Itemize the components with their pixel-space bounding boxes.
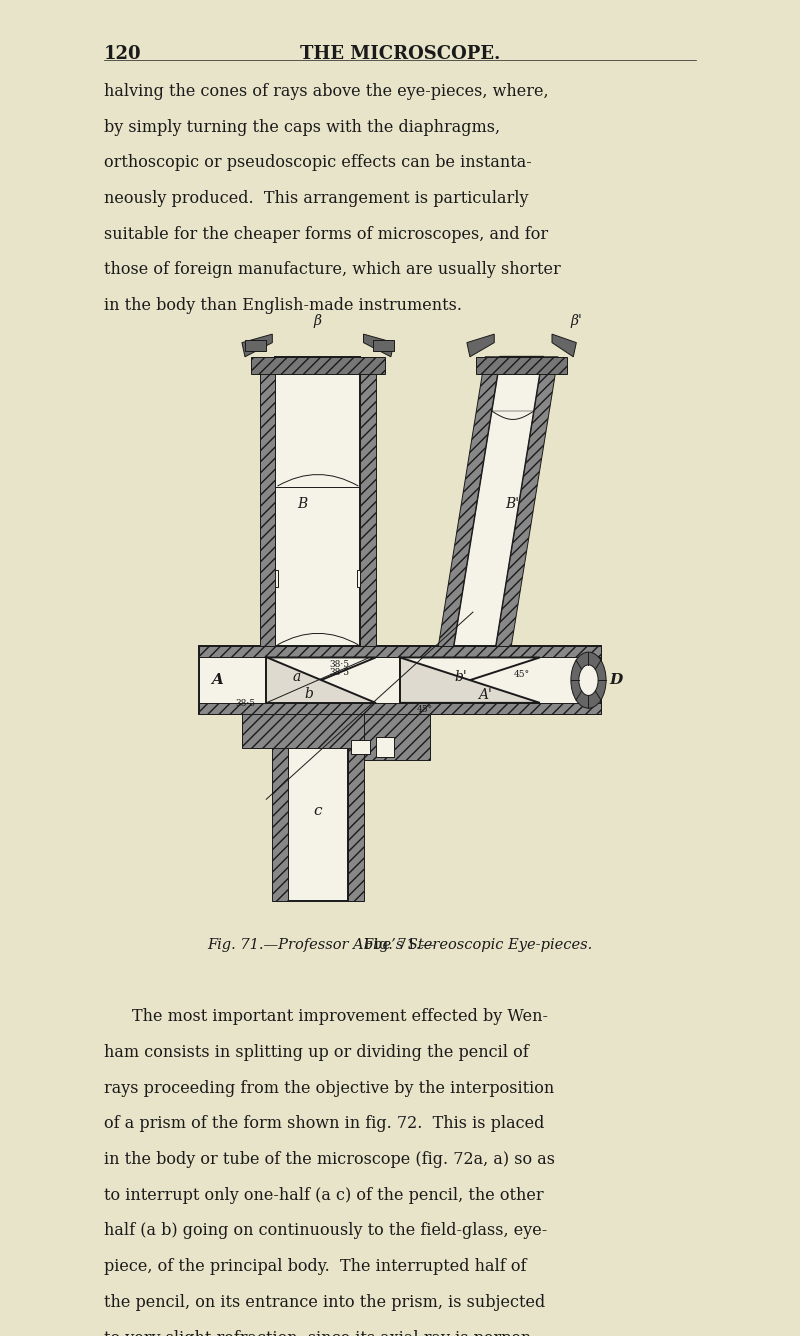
Text: 38·5: 38·5 [235, 700, 255, 708]
Text: c: c [314, 804, 322, 818]
Polygon shape [260, 357, 275, 657]
Text: orthoscopic or pseudoscopic effects can be instanta-: orthoscopic or pseudoscopic effects can … [104, 154, 532, 171]
Text: neously produced.  This arrangement is particularly: neously produced. This arrangement is pa… [104, 190, 529, 207]
Polygon shape [452, 357, 543, 657]
Polygon shape [363, 334, 394, 357]
Text: 45°: 45° [416, 705, 432, 715]
Text: a: a [293, 671, 301, 684]
Polygon shape [552, 334, 576, 357]
Text: rays proceeding from the objective by the interposition: rays proceeding from the objective by th… [104, 1079, 554, 1097]
Polygon shape [348, 715, 363, 902]
Polygon shape [266, 657, 376, 703]
Text: The most important improvement effected by Wen-: The most important improvement effected … [132, 1009, 548, 1025]
Text: half (a b) going on continuously to the field-glass, eye-: half (a b) going on continuously to the … [104, 1222, 547, 1240]
Bar [358, 569, 361, 587]
Polygon shape [363, 715, 430, 760]
Polygon shape [494, 357, 558, 657]
Text: A: A [211, 673, 223, 687]
Text: in the body or tube of the microscope (fig. 72a, a) so as: in the body or tube of the microscope (f… [104, 1152, 555, 1168]
Text: D: D [610, 673, 623, 687]
Text: A': A' [478, 688, 492, 703]
Polygon shape [242, 715, 394, 748]
Text: 38·5: 38·5 [329, 660, 350, 669]
Polygon shape [199, 647, 601, 657]
Polygon shape [437, 357, 500, 657]
Text: β: β [314, 314, 322, 329]
Text: piece, of the principal body.  The interrupted half of: piece, of the principal body. The interr… [104, 1259, 526, 1275]
Polygon shape [199, 647, 601, 715]
Bar [245, 339, 266, 351]
Bar [287, 715, 348, 902]
Bar [251, 357, 385, 374]
Bar [373, 339, 394, 351]
Circle shape [571, 652, 606, 708]
Text: B: B [298, 497, 308, 512]
Text: b: b [304, 687, 314, 701]
Polygon shape [199, 703, 601, 715]
Polygon shape [266, 657, 376, 703]
Text: Fig. 71.—: Fig. 71.— [365, 938, 435, 953]
Text: those of foreign manufacture, which are usually shorter: those of foreign manufacture, which are … [104, 262, 561, 278]
Bar [351, 740, 370, 754]
Text: suitable for the cheaper forms of microscopes, and for: suitable for the cheaper forms of micros… [104, 226, 548, 243]
Bar [275, 357, 361, 657]
Polygon shape [242, 334, 272, 357]
Text: ham consists in splitting up or dividing the pencil of: ham consists in splitting up or dividing… [104, 1043, 529, 1061]
Text: of a prism of the form shown in fig. 72.  This is placed: of a prism of the form shown in fig. 72.… [104, 1116, 544, 1133]
Text: 120: 120 [104, 44, 142, 63]
Bar [376, 737, 394, 756]
Text: Fig. 71.—Professor Abbe’s Stereoscopic Eye-pieces.: Fig. 71.—Professor Abbe’s Stereoscopic E… [207, 938, 593, 953]
Circle shape [579, 665, 598, 696]
Text: by simply turning the caps with the diaphragms,: by simply turning the caps with the diap… [104, 119, 500, 135]
Text: 38·5: 38·5 [329, 668, 350, 677]
Text: in the body than English-made instruments.: in the body than English-made instrument… [104, 297, 462, 314]
Text: 45°: 45° [514, 669, 530, 679]
Text: to very slight refraction, since its axial ray is perpen-: to very slight refraction, since its axi… [104, 1329, 537, 1336]
Polygon shape [400, 657, 540, 703]
Text: the pencil, on its entrance into the prism, is subjected: the pencil, on its entrance into the pri… [104, 1293, 546, 1311]
Text: B': B' [506, 497, 519, 512]
Text: β': β' [570, 314, 582, 329]
Text: to interrupt only one-half (a c) of the pencil, the other: to interrupt only one-half (a c) of the … [104, 1186, 544, 1204]
Polygon shape [400, 657, 540, 703]
Polygon shape [476, 357, 567, 374]
Text: THE MICROSCOPE.: THE MICROSCOPE. [300, 44, 500, 63]
Bar [275, 569, 278, 587]
Polygon shape [467, 334, 494, 357]
Polygon shape [272, 715, 287, 902]
Text: b': b' [454, 671, 467, 684]
Text: halving the cones of rays above the eye-pieces, where,: halving the cones of rays above the eye-… [104, 83, 549, 100]
Polygon shape [361, 357, 376, 657]
